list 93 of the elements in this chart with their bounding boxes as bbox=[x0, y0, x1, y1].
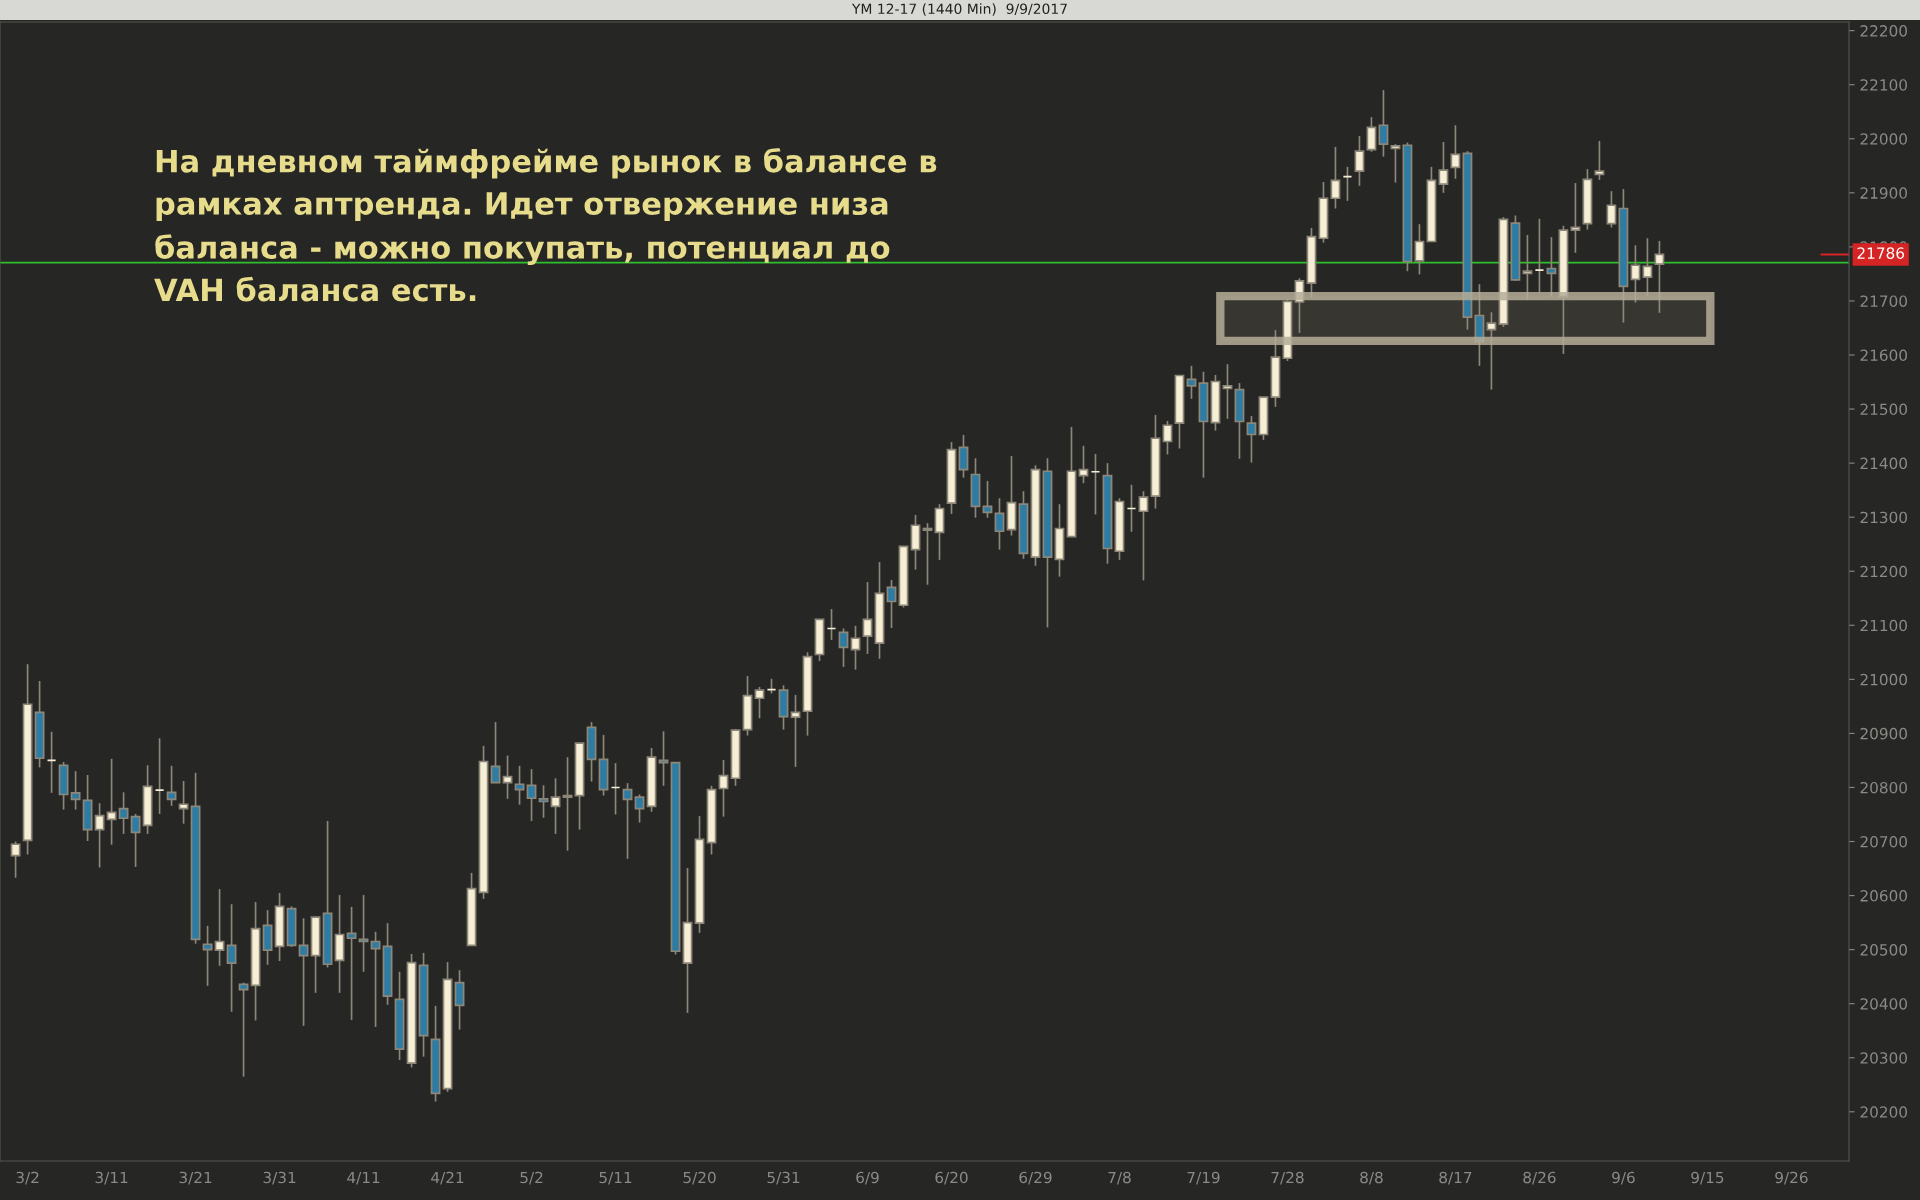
candlestick bbox=[538, 784, 549, 819]
candlestick bbox=[1630, 244, 1641, 304]
x-tick-label: 3/31 bbox=[263, 1171, 296, 1185]
candlestick bbox=[298, 917, 309, 1027]
candlestick bbox=[634, 793, 645, 824]
x-tick-label: 3/11 bbox=[95, 1171, 128, 1185]
candlestick bbox=[934, 503, 945, 561]
x-tick-label: 5/31 bbox=[767, 1171, 800, 1185]
y-tick-label: 21300 bbox=[1860, 511, 1907, 524]
candlestick bbox=[1570, 182, 1581, 254]
candlestick bbox=[754, 686, 765, 720]
x-tick-label: 4/21 bbox=[431, 1171, 464, 1185]
candlestick bbox=[862, 581, 873, 655]
candlestick bbox=[94, 802, 105, 869]
x-tick-label: 5/2 bbox=[520, 1171, 543, 1185]
candlestick bbox=[994, 497, 1005, 551]
candlestick bbox=[1186, 364, 1197, 400]
candlestick bbox=[1366, 116, 1377, 153]
candlestick bbox=[838, 627, 849, 668]
candlestick bbox=[70, 770, 81, 811]
candlestick bbox=[1138, 490, 1149, 582]
y-tick-label: 20900 bbox=[1860, 727, 1907, 740]
candlestick bbox=[1390, 143, 1401, 184]
candlestick bbox=[238, 981, 249, 1078]
candlestick bbox=[790, 694, 801, 768]
y-tick-label: 21700 bbox=[1860, 295, 1907, 307]
candlestick bbox=[226, 903, 237, 1013]
x-tick-label: 3/2 bbox=[16, 1171, 39, 1185]
candlestick bbox=[1414, 223, 1425, 276]
y-tick-label: 21600 bbox=[1860, 349, 1907, 362]
y-tick-label: 22200 bbox=[1860, 25, 1907, 37]
y-tick-label: 21500 bbox=[1860, 403, 1907, 416]
y-tick-label: 21900 bbox=[1860, 187, 1907, 199]
y-tick-label: 20200 bbox=[1860, 1106, 1907, 1118]
x-tick-label: 6/29 bbox=[1019, 1171, 1052, 1185]
y-tick-label: 21400 bbox=[1860, 457, 1907, 470]
candlestick bbox=[130, 813, 141, 868]
candlestick bbox=[1486, 311, 1497, 391]
candlestick bbox=[202, 925, 213, 987]
candlestick bbox=[1654, 240, 1665, 314]
x-tick-label: 6/20 bbox=[935, 1171, 968, 1185]
candlestick bbox=[850, 624, 861, 671]
x-tick-label: 8/17 bbox=[1439, 1171, 1472, 1185]
x-tick-label: 4/11 bbox=[347, 1171, 380, 1185]
y-tick-label: 20300 bbox=[1860, 1052, 1907, 1064]
candlestick bbox=[1606, 190, 1617, 229]
candlestick bbox=[118, 791, 129, 835]
y-tick-label: 21100 bbox=[1860, 619, 1907, 632]
candlestick bbox=[622, 782, 633, 860]
candlestick bbox=[454, 969, 465, 1031]
candlestick bbox=[106, 757, 117, 846]
y-tick-label: 22000 bbox=[1860, 133, 1907, 145]
x-tick-label: 8/26 bbox=[1523, 1171, 1556, 1185]
candlestick bbox=[1594, 140, 1605, 181]
y-tick-label: 22100 bbox=[1860, 79, 1907, 91]
candlestick bbox=[1438, 141, 1449, 194]
x-tick-label: 7/19 bbox=[1187, 1171, 1220, 1185]
candlestick bbox=[958, 434, 969, 479]
y-tick-label: 20700 bbox=[1860, 835, 1907, 848]
x-tick-label: 5/20 bbox=[683, 1171, 716, 1185]
candlestick bbox=[514, 765, 525, 806]
x-tick-label: 6/9 bbox=[856, 1171, 879, 1185]
x-tick-label: 7/28 bbox=[1271, 1171, 1304, 1185]
candlestick bbox=[1354, 135, 1365, 187]
x-tick-label: 3/21 bbox=[179, 1171, 212, 1185]
x-tick-label: 5/11 bbox=[599, 1171, 632, 1185]
x-tick-label: 9/26 bbox=[1775, 1171, 1808, 1185]
y-tick-label: 20800 bbox=[1860, 781, 1907, 794]
candlestick bbox=[526, 768, 537, 822]
candlestick bbox=[1246, 415, 1257, 464]
y-tick-label: 20500 bbox=[1860, 944, 1907, 956]
x-tick-label: 9/6 bbox=[1612, 1171, 1635, 1185]
ref-line-label: 21786 bbox=[1857, 247, 1905, 259]
chart-title: YM 12-17 (1440 Min) 9/9/2017 bbox=[851, 3, 1067, 16]
annotation: На дневном таймфрейме рынок в балансе в рамках аптренда. Идет отвержение низа баланса - можно покупать, потенциал до VAH баланса есть. bbox=[154, 148, 937, 302]
y-tick-label: 21200 bbox=[1860, 565, 1907, 578]
y-tick-label: 21000 bbox=[1860, 673, 1907, 686]
candlestick bbox=[214, 888, 225, 967]
x-tick-label: 7/8 bbox=[1108, 1171, 1131, 1185]
candlestick bbox=[166, 765, 177, 807]
y-tick-label: 20400 bbox=[1860, 998, 1907, 1010]
candlestick bbox=[178, 780, 189, 825]
x-tick-label: 9/15 bbox=[1691, 1171, 1724, 1185]
candlestick bbox=[1378, 89, 1389, 158]
candlestick bbox=[1162, 420, 1173, 456]
candlestick bbox=[922, 522, 933, 586]
y-tick-label: 20600 bbox=[1860, 890, 1907, 902]
candlestick bbox=[1222, 363, 1233, 420]
candlestick bbox=[550, 777, 561, 835]
candlestick bbox=[562, 756, 573, 852]
candlestick bbox=[10, 840, 21, 879]
x-tick-label: 8/8 bbox=[1360, 1171, 1383, 1185]
candlestick bbox=[1330, 146, 1341, 210]
